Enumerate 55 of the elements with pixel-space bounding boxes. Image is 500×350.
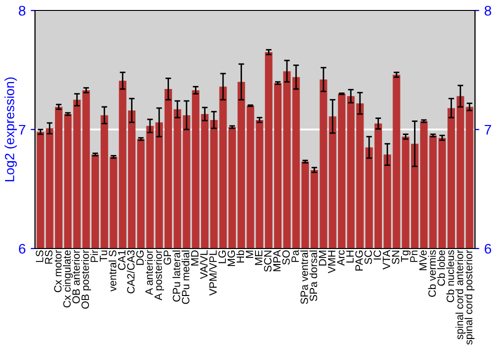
y-tick-label: 8	[18, 6, 26, 16]
x-tick-label: Tg	[401, 250, 411, 262]
x-tick-label: CA1	[118, 250, 126, 270]
x-tick-label: OB anterior	[72, 250, 80, 304]
x-tick-label: MG	[228, 250, 236, 266]
x-tick-label: A posterior	[154, 250, 164, 300]
x-tick-label: Hb	[236, 250, 244, 263]
x-tick-label: OB posterior	[81, 250, 92, 309]
x-tick-label: VA/VL	[200, 250, 208, 279]
x-tick-label: Cx cingulate	[62, 250, 73, 308]
x-tick-label: Tu	[100, 250, 108, 262]
x-tick-label: Cx motor	[54, 250, 62, 292]
x-tick-label: CA2/CA3	[126, 250, 135, 294]
x-tick-label: LH	[346, 250, 354, 263]
x-tick-label: GP	[164, 250, 172, 265]
x-tick-label: IC	[374, 250, 382, 260]
x-tick-label: Arc	[337, 250, 345, 266]
x-tick-label: SN	[392, 250, 400, 264]
x-tick-label: SPa ventral	[300, 250, 308, 304]
x-tick-label: VTA	[382, 250, 390, 270]
x-tick-label: Pn	[410, 250, 418, 262]
y2-tick-label: 8	[484, 6, 492, 16]
x-tick-label: A anterior	[145, 250, 153, 296]
x-tick-label: PAG	[355, 250, 363, 271]
x-tick-label: VPM/VPL	[209, 250, 217, 296]
y-tick-label: 6	[18, 244, 26, 254]
x-tick-label: spinal cord posterior	[464, 250, 474, 345]
x-tick-label: Cb nucleus	[446, 250, 454, 302]
x-tick-label: LG	[218, 250, 226, 264]
x-tick-label: CPu lateral	[172, 250, 180, 302]
y-tick-label: 7	[18, 124, 26, 135]
x-tick-label: DG	[136, 250, 144, 265]
x-tick-label: ME	[255, 250, 262, 265]
x-tick-label: Pir	[90, 250, 98, 262]
x-tick-label: Pa	[292, 250, 299, 262]
x-tick-label: CPu medial	[182, 250, 190, 304]
x-tick-label: SCN	[264, 250, 272, 272]
x-tick-label: M	[246, 250, 254, 258]
x-tick-label: Cb vermis	[428, 250, 436, 297]
x-tick-label: MPA	[273, 250, 281, 272]
x-tick-label: spinal cord anterior	[455, 250, 466, 340]
y2-tick-label: 7	[484, 124, 492, 135]
x-tick-label: SPa dorsal	[309, 250, 318, 302]
x-tick-label: MVe	[419, 250, 427, 270]
x-tick-label: RS	[44, 250, 52, 264]
x-tick-label: LS	[36, 250, 44, 262]
x-tick-label: ventral S	[108, 250, 116, 292]
x-tick-label: SC	[364, 250, 372, 264]
x-tick-label: SO	[282, 250, 290, 265]
x-tick-label: DM	[318, 250, 326, 266]
x-tick-label: VMH	[328, 250, 336, 274]
y2-tick-label: 6	[484, 244, 492, 254]
y-axis-title: Log2 (expression)	[4, 78, 17, 182]
x-tick-label: Cb lobe	[437, 250, 445, 286]
x-tick-label: MD	[191, 250, 198, 266]
